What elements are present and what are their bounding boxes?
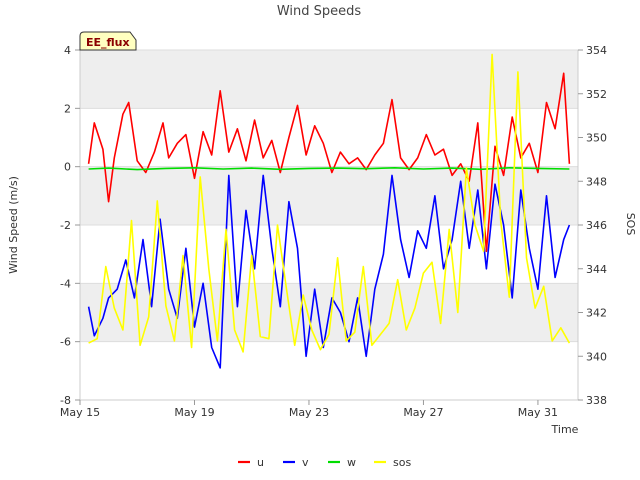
y2-tick-label: 342	[586, 307, 607, 320]
site-badge-text: EE_flux	[86, 36, 130, 49]
series-line-u	[87, 72, 571, 253]
y2-tick-label: 338	[586, 394, 607, 407]
series-line-w	[88, 167, 570, 171]
y2-tick-label: 346	[586, 219, 607, 232]
x-tick-label: May 27	[403, 406, 443, 419]
y-tick-label: -6	[60, 336, 71, 349]
y-ticks: -8 -6 -4 -2 0 2 4	[60, 44, 80, 407]
x-tick-label: May 23	[289, 406, 329, 419]
series-line-v	[87, 174, 571, 369]
y-tick-label: 0	[64, 161, 71, 174]
site-badge-shape	[79, 31, 137, 51]
x-tick-label: May 15	[60, 406, 100, 419]
legend-label-sos: sos	[393, 456, 411, 469]
y2-ticks: 338 340 342 344 346 348 350 352 354	[578, 44, 607, 407]
legend-label-w: w	[347, 456, 356, 469]
y2-tick-label: 350	[586, 132, 607, 145]
x-tick-label: May 31	[518, 406, 558, 419]
y-tick-label: -8	[60, 394, 71, 407]
y-tick-label: -4	[60, 277, 71, 290]
y-tick-label: 2	[64, 102, 71, 115]
series-layer	[87, 53, 571, 369]
legend-label-u: u	[257, 456, 264, 469]
x-tick-label: May 19	[174, 406, 214, 419]
y2-tick-label: 352	[586, 88, 607, 101]
y-tick-label: -2	[60, 219, 71, 232]
gridline-band	[80, 166, 578, 225]
x-axis-title: Time	[551, 423, 579, 436]
y-axis-title: Wind Speed (m/s)	[7, 176, 20, 274]
y2-tick-label: 340	[586, 350, 607, 363]
chart-title: Wind Speeds	[277, 4, 362, 19]
y-tick-label: 4	[64, 44, 71, 57]
y2-tick-label: 354	[586, 44, 607, 57]
gridline-band	[80, 50, 578, 109]
y2-axis-title: SOS	[624, 213, 637, 236]
x-ticks: May 15 May 19 May 23 May 27 May 31	[60, 400, 558, 419]
site-badge: EE_flux	[79, 31, 137, 51]
y2-tick-label: 348	[586, 175, 607, 188]
series-line-sos	[88, 53, 571, 353]
y2-tick-label: 344	[586, 263, 607, 276]
legend: u v w sos	[238, 456, 411, 469]
legend-label-v: v	[302, 456, 309, 469]
